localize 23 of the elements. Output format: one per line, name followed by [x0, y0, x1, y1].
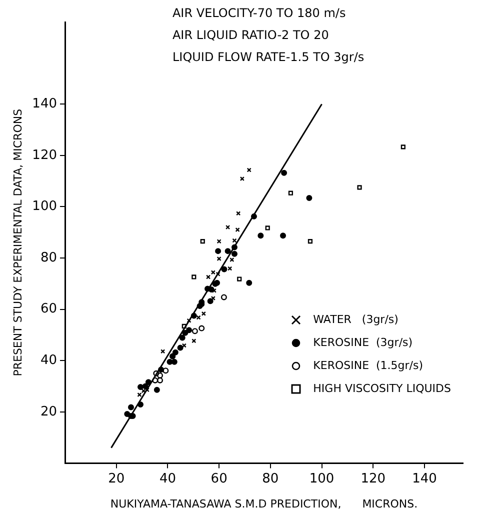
y-tick-label: 100	[32, 199, 58, 214]
x-tick-label: 80	[262, 471, 279, 486]
legend-label: WATER (3gr/s)	[313, 313, 398, 326]
annotation: AIR LIQUID RATIO-2 TO 20	[172, 28, 329, 42]
x-tick-label: 60	[210, 471, 228, 486]
x-tick-label: 100	[309, 471, 334, 486]
y-tick-label: 40	[40, 352, 58, 368]
y-tick-label: 80	[40, 250, 58, 266]
x-tick-label: 120	[360, 471, 386, 486]
text: AIR VELOCITY-70 TO 180 m/s	[172, 6, 346, 20]
y-tick-label: 60	[40, 302, 58, 317]
x-tick-label: 40	[159, 471, 176, 486]
legend-label: KEROSINE (3gr/s)	[313, 336, 413, 349]
y-tick-label: 140	[32, 96, 58, 112]
x-tick-label: 140	[412, 471, 437, 486]
legend-label: KEROSINE (1.5gr/s)	[313, 359, 424, 372]
y-tick-label: 120	[32, 148, 58, 163]
x-tick-label: 20	[108, 471, 125, 486]
y-tick-label: 20	[40, 404, 58, 420]
x-axis-title: NUKIYAMA-TANASAWA S.M.D PREDICTION, MICRONS.	[110, 497, 418, 510]
y-axis-title: PRESENT STUDY EXPERIMENTAL DATA, MICRONS	[11, 108, 24, 376]
annotation: LIQUID FLOW RATE-1.5 TO 3gr/s	[172, 50, 364, 64]
legend-label: HIGH VISCOSITY LIQUIDS	[313, 382, 451, 395]
